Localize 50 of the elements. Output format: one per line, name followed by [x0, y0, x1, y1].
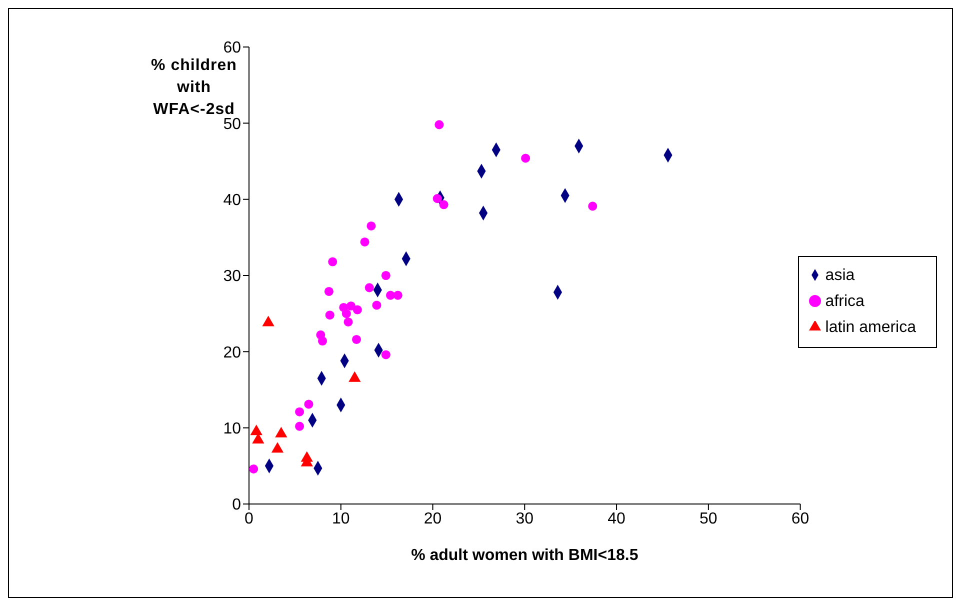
legend-label: asia: [825, 266, 855, 284]
point: [386, 290, 396, 300]
point: [344, 317, 353, 326]
y-tick-label: 10: [223, 420, 242, 438]
point: [439, 200, 448, 210]
x-tick-label: 10: [332, 510, 350, 528]
point: [304, 400, 314, 409]
x-tick-label: 20: [424, 510, 442, 528]
x-axis-title: % adult women with BMI<18.5: [411, 547, 638, 564]
point: [275, 426, 288, 438]
y-tick-label: 0: [232, 496, 242, 514]
point: [588, 202, 598, 211]
legend-label: africa: [825, 292, 864, 310]
point: [366, 221, 376, 230]
point: [364, 283, 374, 292]
x-tick-label: 40: [608, 510, 626, 528]
point: [249, 464, 258, 474]
y-tick-label: 30: [223, 268, 242, 286]
point: [352, 305, 362, 314]
point: [250, 424, 262, 436]
y-tick-label: 40: [223, 192, 242, 210]
point: [393, 290, 402, 300]
point: [381, 270, 390, 280]
point: [318, 336, 328, 346]
point: [295, 407, 304, 416]
point: [348, 371, 361, 382]
point: [352, 334, 362, 344]
x-tick-label: 50: [700, 510, 718, 528]
point: [328, 257, 338, 266]
point: [346, 301, 356, 310]
y-tick-label: 20: [223, 344, 242, 362]
legend-label: latin america: [825, 318, 916, 336]
point: [325, 310, 334, 320]
point: [342, 309, 351, 318]
y-axis-title: % children with WFA<-2sd: [150, 56, 237, 118]
x-tick-label: 30: [516, 510, 534, 528]
point: [521, 154, 530, 163]
point: [262, 316, 274, 326]
x-tick-label: 0: [244, 510, 254, 528]
point: [360, 237, 370, 246]
y-tick-label: 50: [223, 116, 242, 133]
point: [434, 120, 444, 130]
point: [295, 422, 304, 431]
x-tick-label: 60: [791, 510, 810, 528]
y-tick-label: 60: [223, 40, 242, 57]
point: [372, 300, 382, 310]
point: [271, 442, 284, 453]
point: [324, 286, 334, 296]
point: [432, 194, 442, 204]
point: [381, 350, 390, 360]
